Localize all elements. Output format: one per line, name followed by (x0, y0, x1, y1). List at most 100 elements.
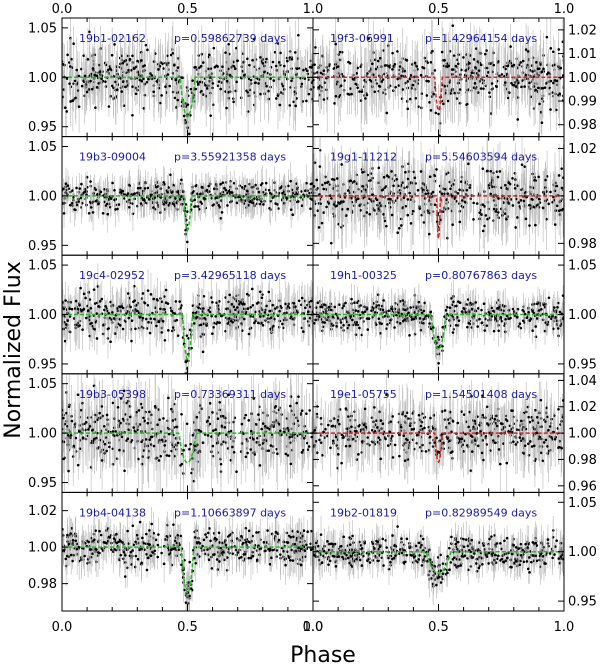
data-point (128, 198, 131, 202)
data-point (143, 301, 147, 305)
data-point (431, 190, 435, 194)
data-point (85, 90, 89, 94)
data-point (398, 226, 401, 230)
data-point (313, 185, 316, 188)
data-point (104, 85, 108, 88)
data-point (346, 207, 350, 211)
data-point (276, 94, 280, 97)
data-point (112, 86, 115, 89)
data-point (212, 46, 216, 50)
data-point (490, 82, 494, 85)
data-point (358, 90, 361, 93)
data-point (394, 85, 397, 89)
data-point (530, 197, 533, 201)
data-point (134, 92, 138, 96)
data-point (68, 82, 71, 85)
data-point (159, 211, 162, 214)
data-point (353, 180, 356, 183)
data-point (274, 64, 278, 68)
data-point (318, 148, 322, 152)
data-point (405, 100, 409, 103)
data-point (145, 80, 149, 84)
data-points (62, 263, 313, 374)
data-point (268, 309, 272, 313)
data-point (217, 204, 221, 207)
data-point (158, 65, 162, 68)
data-point (443, 84, 447, 88)
data-point (315, 178, 319, 182)
data-point (519, 199, 523, 202)
data-point (441, 210, 445, 213)
data-point (401, 88, 405, 91)
data-point (62, 212, 66, 215)
panel-19b3-09004: 0.95 1.00 1.05 19b3-09004 p=3.55921358 days (28, 136, 314, 256)
data-point (351, 77, 355, 81)
data-point (264, 60, 268, 64)
data-point (330, 197, 333, 200)
data-point (287, 184, 290, 188)
data-point (246, 110, 250, 113)
data-point (524, 217, 528, 221)
data-point (293, 51, 297, 54)
data-point (387, 64, 391, 68)
data-point (414, 96, 418, 100)
data-point (534, 88, 537, 92)
data-point (83, 74, 87, 78)
data-point (240, 186, 244, 189)
data-point (201, 350, 205, 354)
data-point (225, 191, 229, 195)
data-points (62, 162, 313, 255)
data-point (289, 315, 293, 318)
data-point (277, 191, 281, 195)
data-point (333, 102, 336, 105)
data-point (553, 181, 557, 185)
data-point (313, 63, 316, 67)
data-point (322, 211, 326, 214)
data-point (167, 329, 170, 332)
data-point (174, 78, 178, 82)
data-point (189, 87, 193, 91)
data-point (445, 65, 448, 68)
panel-19b1-02162: 0.95 1.00 1.05 19b1-02162 p=0.59862739 days (28, 17, 314, 138)
data-point (190, 192, 193, 195)
data-point (369, 68, 373, 71)
data-point (140, 79, 144, 83)
data-point (294, 104, 297, 108)
data-point (240, 65, 244, 68)
data-point (317, 202, 321, 205)
data-point (557, 65, 560, 68)
data-point (488, 91, 491, 94)
data-point (555, 184, 559, 188)
data-point (503, 83, 507, 87)
data-point (346, 189, 350, 192)
data-point (364, 97, 367, 100)
data-point (104, 80, 107, 83)
data-point (154, 185, 158, 189)
data-point (271, 196, 274, 199)
data-point (198, 80, 202, 84)
data-point (225, 106, 228, 110)
data-point (257, 190, 260, 194)
data-point (492, 207, 496, 211)
data-point (496, 211, 500, 214)
data-point (554, 209, 558, 212)
data-point (437, 112, 440, 116)
data-point (274, 202, 277, 205)
data-point (332, 178, 336, 181)
data-point (439, 218, 442, 222)
data-point (427, 80, 430, 83)
data-point (314, 46, 317, 49)
data-point (451, 24, 455, 27)
data-point (458, 202, 461, 205)
data-point (115, 325, 118, 329)
data-point (415, 65, 419, 68)
data-point (235, 201, 239, 205)
data-point (378, 85, 382, 88)
data-point (558, 92, 562, 96)
data-point (77, 200, 80, 203)
data-point (242, 202, 246, 205)
data-point (227, 42, 230, 46)
data-point (172, 63, 176, 67)
data-point (248, 200, 252, 204)
data-point (373, 90, 377, 94)
